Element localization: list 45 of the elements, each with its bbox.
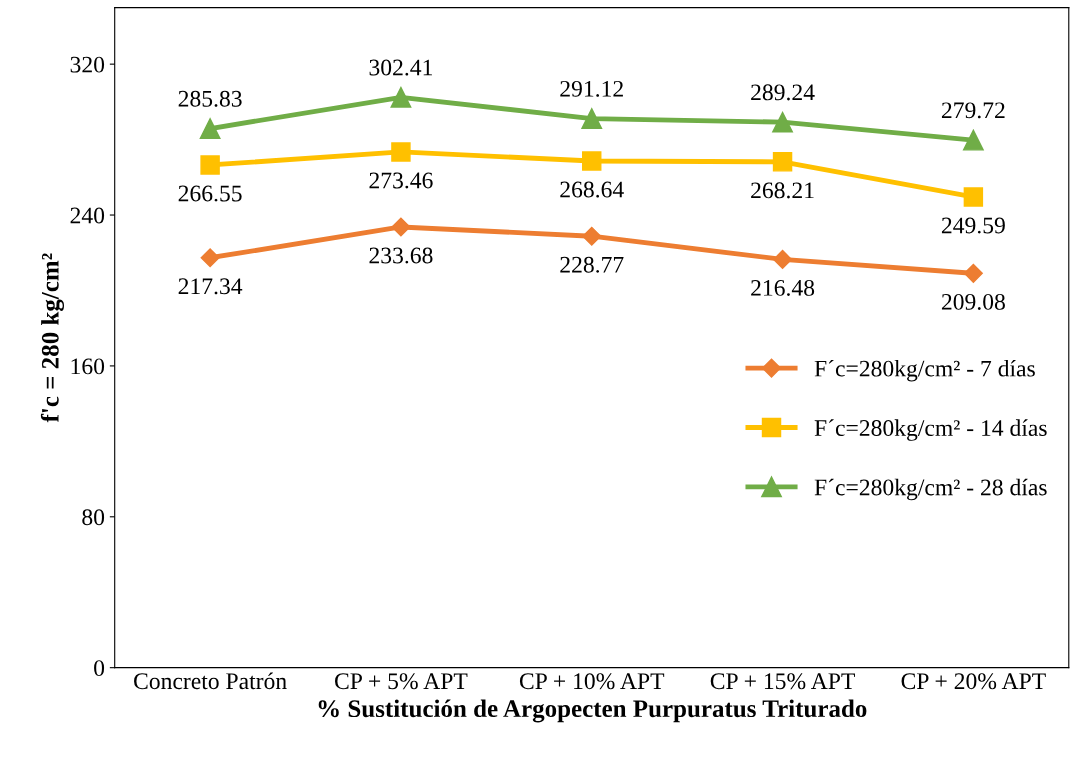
y-tick-label: 160: [71, 358, 105, 375]
point: [391, 142, 411, 162]
data-label: 279.72: [941, 102, 1005, 119]
data-label: 302.41: [369, 59, 432, 76]
point: [963, 263, 983, 283]
point: [581, 108, 603, 130]
legend-label: F´c=280kg/cm² - 14 días: [814, 419, 1047, 441]
point: [582, 226, 602, 246]
x-tick-label: Concreto Patrón: [134, 672, 287, 690]
data-label: 233.68: [369, 247, 433, 264]
data-label: 268.21: [751, 182, 814, 199]
x-tick-label: CP + 15% APT: [710, 673, 855, 690]
y-tick-label: 0: [94, 660, 105, 677]
point: [772, 152, 793, 172]
point: [199, 118, 221, 140]
data-label: 291.12: [560, 80, 623, 97]
point: [962, 129, 984, 151]
x-axis-title: % Sustitución de Argopecten Purpuratus Triturado: [318, 699, 867, 723]
data-label: 285.83: [178, 90, 242, 107]
point: [963, 187, 984, 207]
legend-label: F´c=280kg/cm² - 28 días: [814, 478, 1047, 501]
point: [200, 248, 220, 268]
point: [391, 217, 411, 237]
y-tick-label: 80: [82, 509, 105, 526]
y-tick-label: 240: [70, 207, 105, 224]
point: [773, 249, 793, 269]
data-label: 266.55: [178, 185, 242, 202]
data-label: 209.08: [941, 293, 1005, 310]
data-label: 228.77: [560, 256, 624, 273]
point: [772, 111, 793, 133]
x-tick-label: CP + 5% APT: [335, 673, 468, 690]
y-tick-label: 320: [70, 56, 105, 73]
point: [390, 86, 412, 108]
data-label: 249.59: [941, 217, 1005, 234]
data-label: 268.64: [560, 181, 624, 198]
legend-label: F´c=280kg/cm² - 7 días: [814, 359, 1035, 382]
point: [582, 151, 602, 171]
data-label: 216.48: [751, 279, 815, 296]
data-label: 273.46: [369, 172, 433, 189]
data-label: 289.24: [751, 84, 815, 101]
y-axis-title: f'c = 280 kg/cm²: [40, 253, 65, 423]
point: [200, 155, 220, 175]
data-label: 217.34: [178, 278, 243, 295]
x-tick-label: CP + 20% APT: [901, 673, 1046, 690]
x-tick-label: CP + 10% APT: [519, 673, 665, 690]
